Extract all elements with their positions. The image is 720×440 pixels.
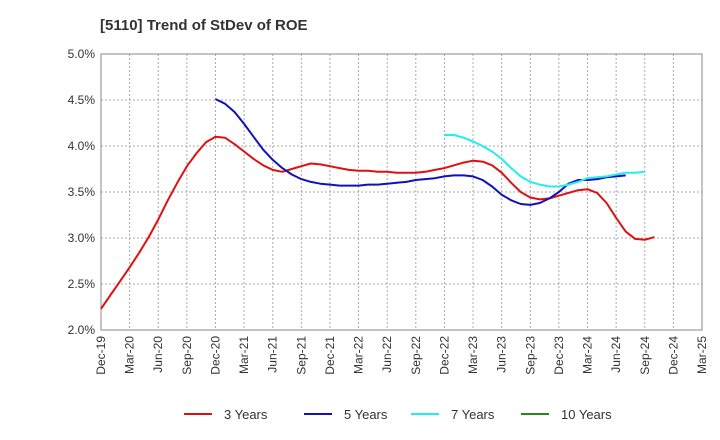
x-tick-label: Mar-23 <box>466 336 480 374</box>
x-tick-label: Dec-24 <box>666 336 680 375</box>
x-tick-label: Sep-23 <box>523 336 537 375</box>
legend-label: 7 Years <box>451 407 495 422</box>
series-line-3-years <box>100 135 655 310</box>
legend-label: 5 Years <box>344 407 388 422</box>
y-tick-label: 2.0% <box>68 323 96 337</box>
axes: 2.0% 2.5% 3.0% 3.5% 4.0% 4.5% 5.0% Dec-19 Mar-20… <box>68 47 709 375</box>
chart-title: [5110] Trend of StDev of ROE <box>100 17 308 34</box>
y-tick-label: 3.5% <box>68 185 96 199</box>
x-tick-label: Dec-21 <box>323 336 337 375</box>
y-tick-label: 2.5% <box>68 277 96 291</box>
x-tick-label: Dec-22 <box>437 336 451 375</box>
x-tick-label: Mar-22 <box>352 336 366 374</box>
legend-label: 3 Years <box>224 407 268 422</box>
x-tick-label: Dec-20 <box>208 336 222 375</box>
x-tick-label: Mar-24 <box>581 336 595 374</box>
x-tick-label: Dec-23 <box>552 336 566 375</box>
y-tick-label: 3.0% <box>68 231 96 245</box>
x-tick-label: Jun-24 <box>609 336 623 373</box>
series-lines <box>100 98 655 310</box>
legend: 3 Years 5 Years 7 Years 10 Years <box>184 407 612 422</box>
x-tick-label: Jun-20 <box>151 336 165 373</box>
x-tick-label: Mar-25 <box>695 336 709 374</box>
plot-border <box>100 53 703 331</box>
x-tick-label: Jun-22 <box>380 336 394 373</box>
y-tick-label: 4.0% <box>68 139 96 153</box>
x-tick-label: Sep-21 <box>294 336 308 375</box>
series-line-5-years <box>215 98 626 206</box>
y-tick-label: 5.0% <box>68 47 96 61</box>
x-tick-label: Mar-21 <box>237 336 251 374</box>
legend-label: 10 Years <box>561 407 612 422</box>
x-tick-label: Dec-19 <box>94 336 108 375</box>
x-tick-label: Mar-20 <box>123 336 137 374</box>
x-tick-label: Sep-20 <box>180 336 194 375</box>
x-tick-label: Sep-22 <box>409 336 423 375</box>
y-tick-label: 4.5% <box>68 93 96 107</box>
x-tick-label: Sep-24 <box>638 336 652 375</box>
grid <box>100 53 703 331</box>
x-tick-label: Jun-21 <box>266 336 280 373</box>
x-tick-label: Jun-23 <box>495 336 509 373</box>
series-line-7-years <box>444 134 645 188</box>
